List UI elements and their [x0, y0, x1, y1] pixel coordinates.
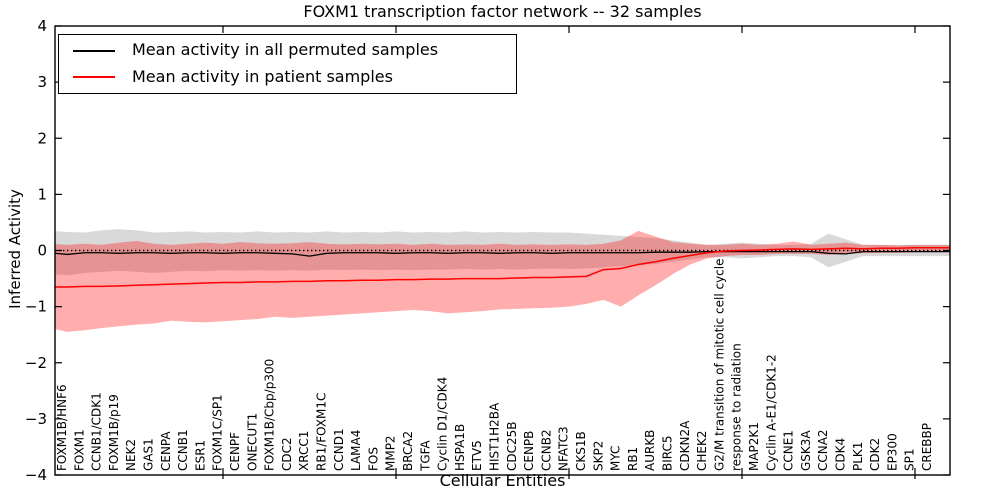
x-category-label: CCNB1/CDK1 [90, 392, 104, 471]
y-tick-label: 0 [37, 242, 47, 260]
x-category-label: NFATC3 [557, 426, 571, 471]
x-category-label: NEK2 [124, 439, 138, 471]
x-category-label: CDK2 [868, 438, 882, 471]
x-category-label: Cyclin A-E1/CDK1-2 [764, 354, 778, 471]
y-tick-label: −4 [25, 466, 47, 484]
y-tick-label: 3 [37, 73, 47, 91]
x-category-label: CDC2 [280, 437, 294, 471]
chart-title: FOXM1 transcription factor network -- 32… [303, 2, 702, 21]
x-category-label: FOXM1B/Cbp/p300 [263, 359, 277, 471]
x-category-label: FOXM1B/p19 [107, 394, 121, 471]
legend-label-patient: Mean activity in patient samples [132, 67, 393, 86]
x-category-label: GSK3A [799, 430, 813, 471]
x-category-label: CENPA [159, 431, 173, 471]
x-category-label: ONECUT1 [245, 413, 259, 471]
x-category-label: FOXM1B/HNF6 [55, 384, 69, 471]
x-category-label: CKS1B [574, 431, 588, 471]
x-category-label: MYC [609, 446, 623, 471]
x-category-label: G2/M transition of mitotic cell cycle [712, 258, 726, 471]
y-tick-label: 4 [37, 17, 47, 35]
x-category-label: CCNE1 [782, 430, 796, 471]
x-category-label: BRCA2 [401, 431, 415, 471]
y-tick-label: −2 [25, 354, 47, 372]
x-category-label: ETV5 [470, 440, 484, 471]
x-category-label: CENPF [228, 432, 242, 471]
y-tick-label: −3 [25, 410, 47, 428]
plot-data-layer [55, 229, 950, 332]
x-category-label: CDC25B [505, 422, 519, 472]
legend-entry-patient: Mean activity in patient samples [73, 67, 516, 86]
legend: Mean activity in all permuted samples Me… [58, 34, 517, 94]
legend-label-permuted: Mean activity in all permuted samples [132, 40, 439, 60]
x-category-label: FOXM1C/SP1 [211, 394, 225, 471]
x-category-label: FOXM1 [72, 429, 86, 471]
x-category-label: MAP2K1 [747, 422, 761, 471]
x-category-label: CCNB2 [539, 429, 553, 471]
x-category-label: CHEK2 [695, 431, 709, 472]
x-category-label: CENPB [522, 431, 536, 471]
x-category-label: PLK1 [851, 442, 865, 471]
x-category-label: CCNA2 [816, 429, 830, 471]
x-category-label: CDKN2A [678, 420, 692, 471]
x-category-label: GAS1 [142, 438, 156, 471]
y-axis-label: Inferred Activity [6, 189, 24, 309]
x-category-label: XRCC1 [297, 431, 311, 471]
x-category-label: LAMA4 [349, 430, 363, 471]
patient-samples-std-band [55, 230, 950, 332]
x-category-label: MMP2 [384, 435, 398, 471]
x-category-label: HIST1H2BA [488, 402, 502, 471]
y-tick-label: −1 [25, 298, 47, 316]
x-category-label: HSPA1B [453, 424, 467, 471]
permuted-samples-std-band [55, 229, 950, 276]
x-category-label: response to radiation [730, 343, 744, 471]
x-category-label: FOS [366, 447, 380, 471]
x-category-label: Cyclin D1/CDK4 [436, 377, 450, 471]
y-tick-label: 2 [37, 129, 47, 147]
x-category-label: TGFA [418, 440, 432, 472]
patient-mean-line [55, 246, 950, 288]
x-category-label: ESR1 [193, 440, 207, 471]
x-category-label: AURKB [643, 430, 657, 471]
x-category-label: SKP2 [591, 441, 605, 471]
legend-entry-permuted: Mean activity in all permuted samples [73, 40, 516, 60]
x-category-label: CCND1 [332, 428, 346, 471]
x-category-label: CCNB1 [176, 429, 190, 471]
x-axis-label: Cellular Entities [439, 471, 566, 490]
x-category-label: RB1/FOXM1C [315, 393, 329, 471]
x-category-label: EP300 [885, 433, 899, 471]
x-category-label: BIRC5 [661, 435, 675, 471]
x-category-label: SP1 [903, 449, 917, 472]
x-category-label: RB1 [626, 447, 640, 471]
permuted-line-swatch [73, 49, 115, 52]
x-category-label: CREBBP [920, 423, 934, 471]
y-tick-label: 1 [37, 185, 47, 203]
patient-line-swatch [73, 76, 115, 79]
permuted-mean-line [55, 250, 950, 257]
x-category-label: CDK4 [834, 438, 848, 471]
